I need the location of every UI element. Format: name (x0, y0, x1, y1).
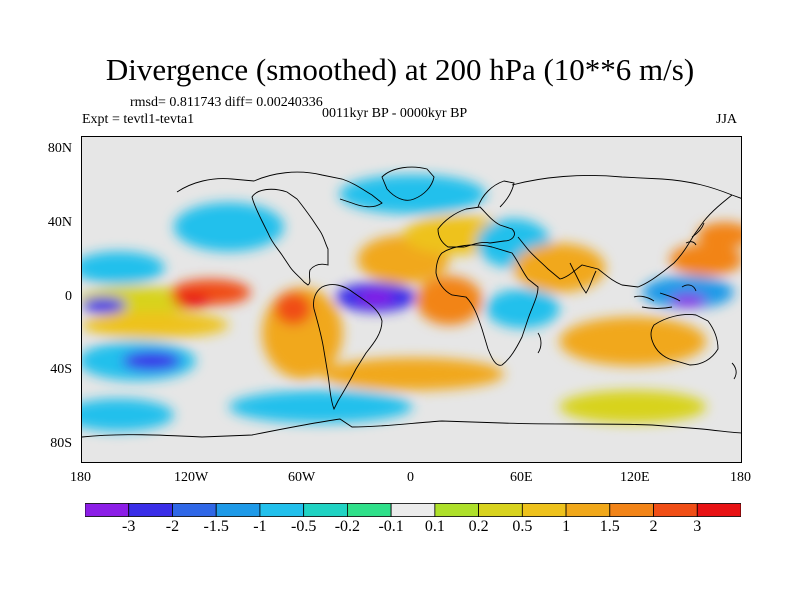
colorbar-swatch (172, 503, 217, 517)
lat-label-equator: 0 (65, 289, 72, 304)
field-blob (274, 292, 312, 326)
colorbar-label: 2 (649, 518, 658, 535)
coastline-south-america (313, 284, 383, 411)
coastline-greenland (381, 166, 435, 201)
colorbar-swatch (521, 503, 567, 517)
colorbar-label: -0.5 (290, 518, 317, 535)
colorbar (85, 503, 741, 517)
colorbar-label: 1 (562, 518, 571, 535)
lon-label-120e: 120E (620, 470, 650, 485)
field-blob (357, 290, 395, 304)
coastline-africa (435, 244, 539, 366)
coastline-new-zealand (731, 362, 737, 380)
colorbar-label: -1 (253, 518, 267, 535)
field-blob (642, 275, 734, 309)
colorbar-swatch (565, 503, 611, 517)
colorbar-label: -3 (122, 518, 136, 535)
season-label: JJA (716, 112, 738, 127)
coastline-antarctica (82, 418, 741, 438)
plot-title: Divergence (smoothed) at 200 hPa (10**6 … (105, 52, 695, 87)
field-blob (669, 293, 707, 308)
experiment-label: Expt = tevtl1-tevta1 (82, 112, 195, 127)
colorbar-label: -0.1 (378, 518, 404, 535)
field-blob (416, 275, 483, 326)
period-label: 0011kyr BP - 0000kyr BP (322, 106, 468, 121)
coastline-europe (437, 206, 515, 248)
colorbar-swatch (215, 503, 261, 517)
coastlines (82, 166, 741, 438)
coastline-maritime-continent (633, 284, 697, 309)
coastline-madagascar (537, 332, 542, 354)
field-blob (173, 202, 284, 252)
field-blob (173, 292, 211, 309)
colorbar-label: 0.1 (424, 518, 445, 535)
lat-label-80n: 80N (47, 141, 72, 156)
field-blob (82, 297, 127, 314)
map-canvas (82, 137, 741, 462)
lon-label-180w: 180 (70, 470, 91, 485)
field-blob (82, 398, 174, 432)
field-blob (228, 390, 413, 424)
colorbar-label: 3 (693, 518, 702, 535)
field-blob (513, 243, 606, 293)
colorbar-swatch (653, 503, 698, 517)
colorbar-swatch (696, 503, 741, 517)
colorbar-swatch (390, 503, 436, 517)
coastline-asia (511, 174, 741, 288)
lon-label-180e: 180 (730, 470, 751, 485)
field-blob (559, 390, 707, 424)
colorbar-swatch (303, 503, 348, 517)
colorbar-swatch (478, 503, 523, 517)
lon-label-120w: 120W (174, 470, 209, 485)
colorbar-swatch (85, 503, 130, 517)
coastline-japan (685, 222, 705, 246)
lat-label-80s: 80S (50, 436, 72, 451)
field-blob (697, 222, 741, 249)
colorbar-swatch (434, 503, 480, 517)
coastline-scandinavia (477, 180, 515, 208)
colorbar-swatch (259, 503, 305, 517)
lat-label-40s: 40S (50, 362, 72, 377)
field-blob (82, 311, 229, 339)
colorbar-label: 0.2 (468, 518, 489, 535)
lon-label-60w: 60W (288, 470, 316, 485)
coastline-arctic-canada (176, 171, 383, 208)
lat-label-40n: 40N (47, 215, 72, 230)
colorbar-label: -2 (165, 518, 180, 535)
colorbar-label: 0.5 (512, 518, 533, 535)
colorbar-label: -1.5 (203, 518, 229, 535)
field-blob (485, 289, 560, 329)
lon-label-0: 0 (407, 470, 414, 485)
field-blob (559, 316, 707, 366)
lon-label-60e: 60E (510, 470, 533, 485)
coastline-australia (650, 314, 719, 366)
rmsd-diff-stats: rmsd= 0.811743 diff= 0.00240336 (130, 95, 323, 110)
field-blob (669, 243, 741, 276)
colorbar-swatch (346, 503, 392, 517)
field-blobs (82, 174, 741, 432)
colorbar-swatch (609, 503, 654, 517)
coastline-north-america (251, 188, 329, 286)
divergence-map (81, 136, 742, 463)
colorbar-swatch (128, 503, 173, 517)
coastline-india (569, 262, 597, 294)
colorbar-label: 1.5 (599, 518, 620, 535)
field-blob (339, 174, 486, 214)
field-blob (82, 251, 165, 285)
colorbar-label: -0.2 (334, 518, 361, 535)
field-blob (122, 351, 182, 371)
field-blob (320, 357, 505, 391)
